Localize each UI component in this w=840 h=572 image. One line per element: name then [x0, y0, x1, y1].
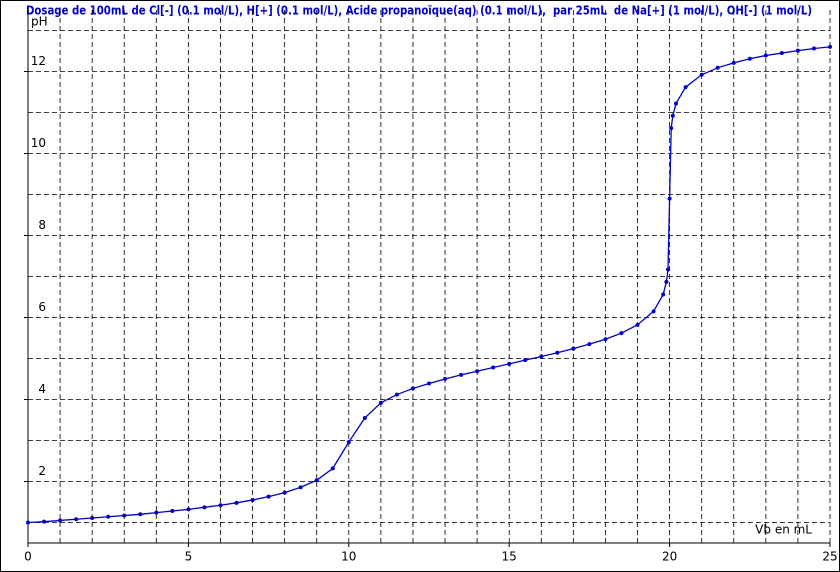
data-point	[651, 309, 656, 314]
data-point	[664, 279, 669, 284]
data-point	[699, 72, 704, 77]
y-tick-label: 8	[38, 218, 46, 232]
y-tick-label: 10	[31, 136, 46, 150]
data-point	[523, 358, 528, 363]
data-point	[811, 46, 816, 51]
data-point	[763, 53, 768, 58]
data-point	[42, 519, 47, 524]
x-axis-label: Vb en mL	[755, 523, 812, 537]
chart-title: Dosage de 100mL de Cl[-] (0.1 mol/L), H[…	[26, 4, 812, 18]
data-point	[475, 369, 480, 374]
y-tick-label: 12	[31, 54, 46, 68]
data-point	[443, 377, 448, 381]
x-tick-label: 5	[185, 550, 193, 564]
data-point	[410, 386, 415, 391]
data-point	[731, 60, 736, 65]
data-point	[507, 361, 512, 366]
data-point	[154, 510, 159, 515]
y-tick-label: 6	[38, 300, 46, 314]
data-point	[587, 342, 592, 347]
data-point	[362, 415, 367, 420]
data-point	[202, 505, 207, 510]
data-point	[619, 331, 624, 336]
data-point	[282, 490, 287, 495]
data-point	[427, 381, 431, 386]
data-point	[779, 51, 784, 56]
x-tick-label: 0	[24, 550, 32, 564]
data-point	[122, 513, 127, 518]
data-point	[106, 514, 111, 519]
data-point	[635, 322, 640, 327]
data-point	[298, 485, 303, 490]
y-axis-label: pH	[31, 15, 48, 29]
data-point	[58, 518, 63, 523]
data-point	[74, 517, 79, 522]
data-point	[186, 507, 191, 512]
data-point	[683, 85, 688, 90]
data-point	[571, 346, 576, 351]
data-point	[539, 354, 544, 359]
data-point	[266, 494, 271, 499]
data-point	[378, 400, 383, 405]
y-tick-label: 2	[38, 464, 46, 478]
data-point	[661, 292, 666, 297]
data-point	[667, 196, 672, 201]
data-point	[330, 466, 335, 471]
data-point	[90, 515, 95, 520]
data-point	[346, 440, 351, 445]
data-point	[170, 509, 175, 514]
x-tick-label: 25	[822, 550, 837, 564]
data-point	[747, 56, 752, 61]
data-point	[669, 126, 674, 131]
data-point	[26, 520, 30, 525]
data-point	[603, 337, 608, 342]
data-point	[459, 372, 464, 377]
data-point	[394, 392, 399, 397]
data-point	[670, 113, 675, 118]
data-point	[314, 478, 319, 483]
x-tick-label: 20	[662, 550, 677, 564]
data-point	[138, 512, 143, 517]
data-point	[715, 65, 720, 70]
data-point	[555, 350, 560, 355]
data-point	[250, 497, 255, 502]
data-point	[665, 267, 670, 272]
data-point	[795, 48, 800, 53]
data-point	[491, 365, 496, 370]
y-tick-label: 4	[38, 382, 46, 396]
data-point	[828, 44, 832, 49]
x-tick-label: 15	[502, 550, 517, 564]
data-point	[674, 101, 679, 106]
x-tick-label: 10	[341, 550, 356, 564]
data-point	[234, 500, 239, 505]
data-point	[218, 503, 223, 508]
